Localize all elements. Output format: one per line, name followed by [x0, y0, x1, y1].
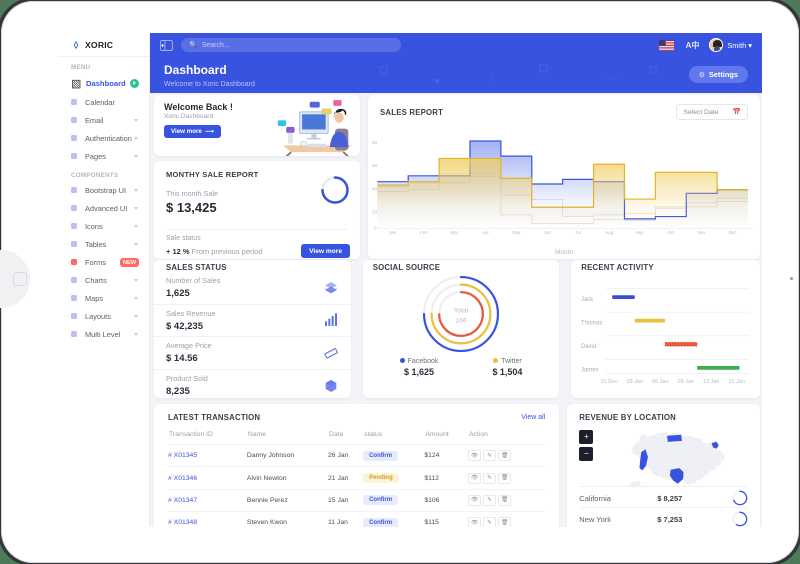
svg-text:12 Jan: 12 Jan [703, 379, 719, 385]
svg-text:Feb: Feb [420, 230, 428, 235]
svg-text:Thomas: Thomas [581, 320, 602, 326]
svg-text:David: David [581, 344, 596, 350]
svg-text:Nov: Nov [698, 230, 706, 235]
svg-text:40: 40 [372, 186, 378, 191]
svg-text:20: 20 [372, 210, 378, 215]
svg-text:09 Jan: 09 Jan [678, 379, 694, 385]
svg-text:166: 166 [455, 317, 466, 324]
svg-text:Aug: Aug [605, 230, 613, 235]
svg-text:May: May [512, 230, 521, 235]
svg-text:60: 60 [372, 163, 378, 168]
svg-text:James: James [581, 368, 599, 374]
svg-text:Total: Total [454, 307, 469, 314]
svg-text:31 Dec: 31 Dec [601, 379, 619, 385]
svg-text:Jul: Jul [575, 230, 581, 235]
svg-text:Dec: Dec [729, 230, 737, 235]
svg-text:Jan: Jan [389, 230, 397, 235]
svg-text:Mar: Mar [451, 230, 459, 235]
svg-text:Apr: Apr [482, 230, 489, 235]
svg-text:0: 0 [374, 226, 377, 231]
svg-text:03 Jan: 03 Jan [627, 379, 643, 385]
svg-text:80: 80 [372, 140, 378, 145]
svg-text:Oct: Oct [668, 230, 675, 235]
svg-text:Sep: Sep [636, 230, 644, 235]
svg-text:Jun: Jun [544, 230, 552, 235]
svg-text:15 Jan: 15 Jan [729, 379, 745, 385]
svg-text:Jack: Jack [581, 297, 593, 303]
svg-text:06 Jan: 06 Jan [652, 379, 668, 385]
